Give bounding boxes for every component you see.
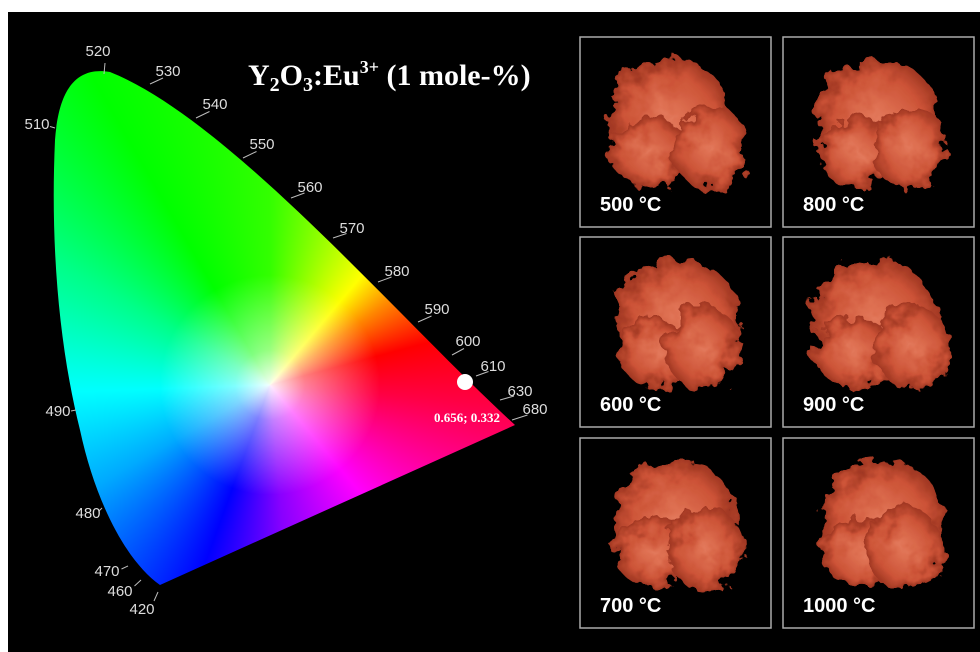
panel-label: 500 °C	[600, 194, 661, 216]
wavelength-tick	[71, 410, 76, 411]
wavelength-label: 530	[155, 63, 180, 80]
photo-panel: 700 °C	[580, 438, 771, 628]
wavelength-label: 610	[480, 358, 505, 375]
wavelength-label: 460	[107, 583, 132, 600]
wavelength-label: 680	[522, 401, 547, 418]
title-part: Y	[248, 59, 270, 92]
wavelength-label: 550	[249, 136, 274, 153]
panel-label: 1000 °C	[803, 595, 876, 617]
panel-label: 700 °C	[600, 595, 661, 617]
photo-panel: 500 °C	[580, 37, 771, 227]
title-part: O	[280, 59, 303, 92]
wavelength-label: 480	[75, 505, 100, 522]
page: Y2O3:Eu3+ (1 mole-%) 0.656; 0.332 520 530…	[0, 0, 980, 652]
wavelength-label: 600	[455, 333, 480, 350]
powder-blob	[871, 105, 947, 189]
wavelength-label: 420	[129, 601, 154, 618]
photo-panel: 800 °C	[783, 37, 974, 227]
title-part: 3+	[360, 57, 379, 77]
photo-panel: 600 °C	[580, 237, 771, 427]
sample-powder	[820, 460, 944, 590]
wavelength-tick	[135, 580, 142, 586]
photo-panel: 1000 °C	[783, 438, 974, 628]
title: Y2O3:Eu3+ (1 mole-%)	[248, 57, 531, 96]
powder-blob	[874, 305, 950, 389]
wavelength-tick	[50, 127, 55, 129]
point-label: 0.656; 0.332	[434, 410, 500, 425]
panel-label: 900 °C	[803, 394, 864, 416]
wavelength-label: 560	[297, 179, 322, 196]
wavelength-tick	[122, 566, 129, 569]
title-part: 3	[303, 74, 313, 96]
sample-powder	[616, 259, 740, 389]
wavelength-label: 580	[384, 263, 409, 280]
title-part: :Eu	[313, 59, 360, 92]
powder-blob	[866, 506, 942, 590]
wavelength-label: 590	[424, 301, 449, 318]
wavelength-tick	[104, 63, 105, 74]
powder-blob	[672, 105, 748, 189]
title-part: 2	[270, 74, 280, 96]
wavelength-label: 630	[507, 383, 532, 400]
wavelength-tick	[154, 592, 158, 601]
wavelength-label: 510	[24, 116, 49, 133]
wavelength-label: 470	[94, 563, 119, 580]
wavelength-label: 490	[45, 403, 70, 420]
wavelength-label: 520	[85, 43, 110, 60]
color-point	[457, 374, 473, 390]
powder-blob	[664, 305, 740, 389]
wavelength-label: 540	[202, 96, 227, 113]
photo-panel: 900 °C	[783, 237, 974, 427]
powder-blob	[667, 506, 743, 590]
title-part: (1 mole-%)	[379, 59, 531, 92]
panel-label: 600 °C	[600, 394, 661, 416]
wavelength-label: 570	[339, 220, 364, 237]
panel-label: 800 °C	[803, 194, 864, 216]
overlay: Y2O3:Eu3+ (1 mole-%) 0.656; 0.332 520 530…	[0, 0, 980, 652]
